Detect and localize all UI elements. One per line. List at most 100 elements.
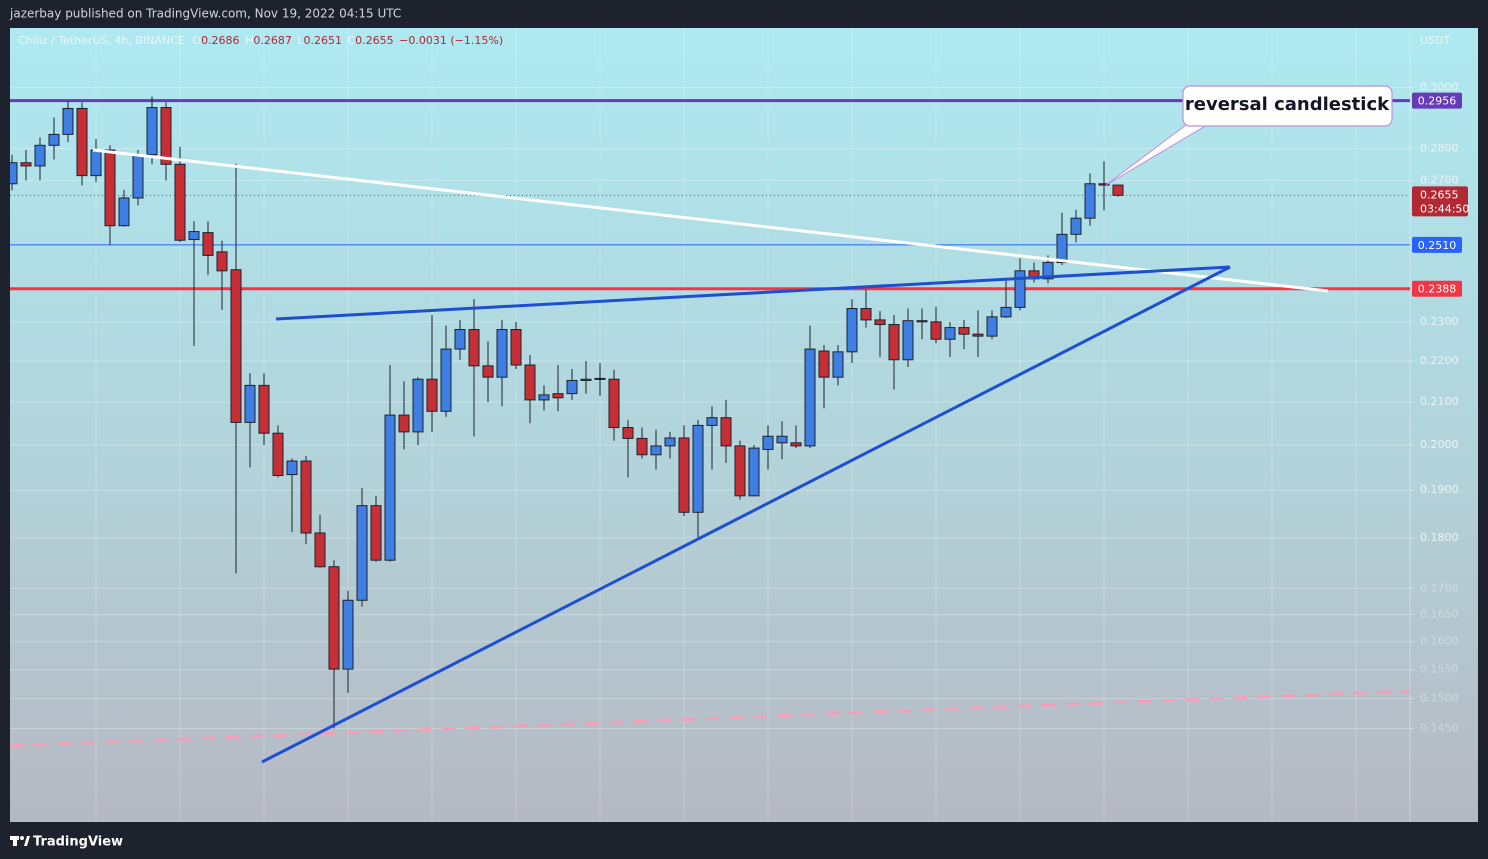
grid (10, 28, 1410, 822)
currency-label: USDT (1420, 34, 1451, 47)
callout-text: reversal candlestick (1185, 94, 1390, 115)
candle-body (10, 162, 18, 185)
candle-body (440, 348, 452, 412)
candle-body (580, 378, 592, 381)
candle-body (608, 378, 620, 429)
callout-box (1182, 85, 1393, 127)
candle-body (34, 144, 46, 167)
candle-body (958, 327, 970, 335)
brand-name: TradingView (33, 835, 123, 850)
candle-body (678, 437, 690, 513)
legend-key: L (297, 34, 304, 47)
levels (10, 99, 1410, 291)
candle-body (314, 532, 326, 568)
candle-body (384, 414, 396, 561)
candle-body (342, 599, 354, 670)
y-tick-label: 0.2800 (1420, 141, 1459, 154)
y-tick-label: 0.1500 (1420, 692, 1459, 705)
candle-body (636, 437, 648, 456)
candle-body (1042, 262, 1054, 280)
candle-body (748, 447, 760, 497)
countdown-label: 03:44:50 (1420, 202, 1469, 215)
candle-body (790, 442, 802, 447)
candle-body (132, 154, 144, 199)
candle-body (412, 378, 424, 433)
y-tick-label: 0.1650 (1420, 608, 1459, 621)
candle-body (286, 460, 298, 476)
candle-body (398, 414, 410, 433)
candle-body (720, 417, 732, 447)
candle-body (524, 364, 536, 401)
y-tick-label: 0.2200 (1420, 354, 1459, 367)
candle-body (552, 393, 564, 399)
candle-body (1070, 217, 1082, 235)
candle-body (706, 417, 718, 426)
legend-key: C (347, 34, 355, 47)
legend-value: 0.2655 (355, 34, 394, 47)
candle-body (538, 394, 550, 401)
legend-key: H (245, 34, 253, 47)
candle-body (1098, 183, 1110, 186)
candle-body (930, 321, 942, 340)
candle-body (566, 379, 578, 395)
candle-body (818, 350, 830, 378)
candle-body (594, 377, 606, 380)
trend-line (92, 148, 1329, 293)
y-tick-label: 0.3000 (1420, 81, 1459, 94)
y-tick-label: 0.1800 (1420, 531, 1459, 544)
candle-body (650, 445, 662, 456)
candle-body (986, 316, 998, 337)
legend-value: 0.2651 (303, 34, 342, 47)
candle-body (972, 333, 984, 337)
candle-body (48, 133, 60, 146)
brand: TradingView (10, 835, 123, 850)
candle-body (20, 162, 32, 167)
candle-body (454, 329, 466, 350)
candle-body (188, 231, 200, 241)
y-tick-label: 0.2700 (1420, 173, 1459, 186)
candle-body (230, 269, 242, 423)
candle-body (734, 445, 746, 497)
y-tick-label: 0.1450 (1420, 721, 1459, 734)
candle-body (874, 319, 886, 326)
logo-part (13, 836, 17, 846)
candle-body (244, 384, 256, 423)
candle-body (496, 329, 508, 378)
price-axis: 0.3000 0.2800 0.2700 0.2300 0.2200 0.2100 0.20… (1410, 81, 1469, 734)
trend-line (275, 265, 1231, 321)
candle-body (510, 329, 522, 366)
candle-body (118, 197, 130, 227)
y-tick-label: 0.1900 (1420, 483, 1459, 496)
price-level-label: 0.2388 (1418, 283, 1457, 296)
y-tick-label: 0.1700 (1420, 581, 1459, 594)
callout: reversal candlestick (1105, 85, 1393, 186)
legend: Chiliz / TetherUS, 4h, BINANCE O0.2686 H… (18, 34, 503, 47)
candles (10, 96, 1124, 729)
price-level-label: 0.2510 (1418, 239, 1457, 252)
y-tick-label: 0.2300 (1420, 315, 1459, 328)
candle-body (692, 424, 704, 513)
candle-body (916, 320, 928, 323)
y-tick-label: 0.1550 (1420, 663, 1459, 676)
trend-line (261, 265, 1231, 764)
candle-body (272, 432, 284, 477)
header: jazerbay published on TradingView.com, N… (9, 7, 401, 21)
last-price-label: 0.2655 (1420, 188, 1459, 201)
dashed-trend-line (10, 689, 1410, 748)
y-tick-label: 0.1600 (1420, 635, 1459, 648)
legend-value: 0.2686 (201, 34, 240, 47)
candle-body (76, 107, 88, 177)
drawings (10, 148, 1410, 764)
candle-body (300, 460, 312, 534)
candle-body (776, 435, 788, 444)
chart-panel (10, 28, 1478, 822)
price-level-badge (1412, 236, 1462, 253)
candle-body (174, 163, 186, 241)
candle-body (846, 308, 858, 353)
candle-body (888, 324, 900, 361)
candle-body (328, 566, 340, 670)
legend-key: O (192, 34, 201, 47)
candle-body (1014, 270, 1026, 308)
